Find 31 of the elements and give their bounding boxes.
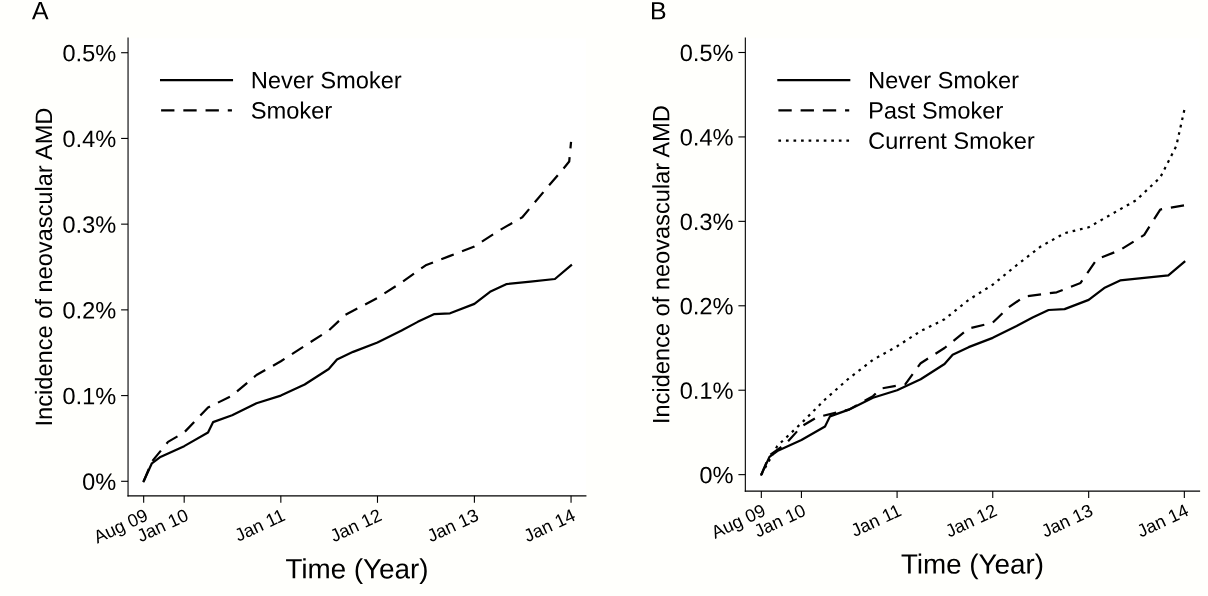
- y-tick-label: 0%: [700, 466, 733, 484]
- x-tick-label: Jan 14: [1135, 503, 1190, 538]
- x-tick-label: Jan 13: [425, 508, 480, 543]
- legend-label: Past Smoker: [870, 101, 1003, 119]
- chart-title: A: [31, 2, 49, 20]
- legend-label: Never Smoker: [252, 71, 402, 89]
- y-tick-label: 0.4%: [680, 128, 733, 146]
- x-tick-label: Jan 14: [522, 508, 577, 543]
- x-tick-label: Jan 13: [1040, 503, 1094, 538]
- x-axis-title: Time (Year): [901, 553, 1043, 580]
- y-tick-label: 0.1%: [680, 382, 733, 399]
- x-tick-label: Jan 11: [233, 508, 286, 542]
- y-axis-title: Incidence of neovascular AMD: [34, 108, 53, 425]
- legend-label: Smoker: [251, 101, 332, 119]
- chart-title: B: [652, 2, 666, 20]
- x-axis-title: Time (Year): [286, 558, 427, 585]
- y-tick-label: 0.1%: [63, 387, 116, 405]
- y-tick-label: 0.2%: [63, 301, 116, 319]
- y-tick-label: 0.3%: [63, 216, 116, 233]
- legend-label: Never Smoker: [870, 71, 1019, 89]
- y-tick-label: 0%: [83, 473, 116, 491]
- x-tick-label: Jan 12: [944, 503, 998, 538]
- y-axis-title: Incidence of neovascular AMD: [652, 106, 670, 422]
- y-tick-label: 0.5%: [680, 44, 733, 62]
- y-tick-label: 0.3%: [680, 213, 733, 231]
- x-tick-label: Jan 11: [849, 503, 902, 538]
- legend-label: Current Smoker: [869, 131, 1035, 150]
- x-tick-label: Jan 12: [328, 508, 383, 543]
- y-tick-label: 0.4%: [63, 130, 116, 148]
- y-tick-label: 0.2%: [680, 297, 733, 315]
- y-tick-label: 0.5%: [63, 44, 116, 62]
